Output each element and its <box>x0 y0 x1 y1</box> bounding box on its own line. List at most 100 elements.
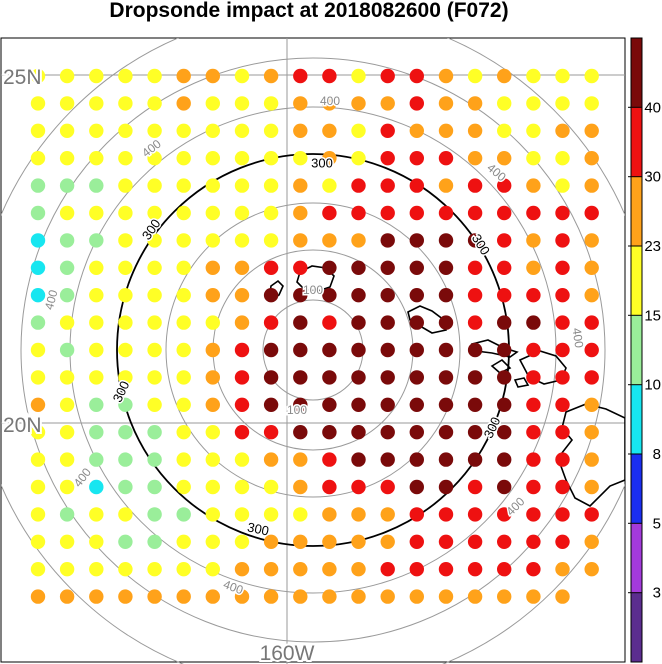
impact-dot <box>584 288 599 303</box>
impact-dot <box>351 151 366 166</box>
impact-dot <box>30 425 46 440</box>
impact-dot <box>526 315 541 330</box>
impact-dot <box>526 479 541 495</box>
impact-dot <box>322 123 337 138</box>
impact-dot <box>555 315 570 330</box>
impact-dot <box>409 342 424 358</box>
colorbar-segment <box>631 454 642 524</box>
impact-dot <box>526 397 541 412</box>
impact-dot <box>351 342 366 358</box>
colorbar: 3 5 8 10 15 23 30 40 <box>628 37 661 663</box>
impact-dot <box>205 151 220 166</box>
impact-dot <box>380 315 395 330</box>
impact-dot <box>263 123 279 138</box>
impact-dot <box>205 123 220 138</box>
impact-dot <box>526 370 541 385</box>
impact-dot <box>293 260 308 275</box>
impact-dot <box>293 589 308 604</box>
impact-dot <box>89 425 104 440</box>
impact-dot <box>351 562 366 577</box>
impact-dot <box>59 68 75 84</box>
impact-dot <box>118 397 133 412</box>
impact-dot <box>380 425 395 440</box>
ring-label: 100 <box>287 403 307 417</box>
island-outline <box>296 265 335 292</box>
impact-dot <box>555 507 570 522</box>
impact-dot <box>147 342 162 358</box>
impact-dot <box>467 96 483 111</box>
impact-dot <box>118 288 133 303</box>
impact-dot <box>467 233 483 248</box>
impact-dot <box>438 151 454 166</box>
impact-dot <box>147 96 162 111</box>
impact-dot <box>293 288 308 303</box>
impact-dot <box>497 342 512 358</box>
impact-dot <box>409 123 424 138</box>
impact-dot <box>89 342 104 358</box>
impact-dot <box>526 452 541 467</box>
impact-dot <box>59 260 75 275</box>
impact-dot <box>293 397 308 412</box>
impact-dot <box>118 151 133 166</box>
ring-label: 400 <box>569 327 586 349</box>
impact-dot <box>293 342 308 358</box>
impact-dot <box>147 452 162 467</box>
impact-dot <box>30 452 46 467</box>
impact-dot <box>118 507 133 522</box>
impact-dot <box>176 315 191 330</box>
impact-dot <box>263 589 279 604</box>
impact-dot <box>89 151 104 166</box>
map-panel: 1001003003003003003003004004004004004004… <box>0 37 626 664</box>
impact-dot <box>89 507 104 522</box>
impact-dot <box>118 589 133 604</box>
impact-dot <box>555 397 570 412</box>
impact-dot <box>59 370 75 385</box>
impact-dot <box>234 534 250 549</box>
impact-dot <box>584 151 599 166</box>
impact-dot <box>234 589 250 604</box>
impact-dot <box>176 425 191 440</box>
impact-dot <box>30 288 46 303</box>
impact-dot <box>234 260 250 275</box>
impact-dot <box>351 534 366 549</box>
impact-dot <box>322 233 337 248</box>
impact-dot <box>409 233 424 248</box>
impact-dot <box>497 479 512 495</box>
range-ring <box>20 57 606 643</box>
impact-dot <box>322 315 337 330</box>
impact-dot <box>30 151 46 166</box>
impact-dot <box>584 370 599 385</box>
coord-label: 160W <box>260 642 315 664</box>
impact-dot <box>234 151 250 166</box>
impact-dot <box>409 178 424 193</box>
impact-dot <box>293 68 308 84</box>
impact-dot <box>234 397 250 412</box>
impact-dot <box>497 452 512 467</box>
impact-dot <box>497 205 512 221</box>
impact-dot <box>351 260 366 275</box>
impact-dot <box>409 507 424 522</box>
impact-dot <box>30 479 46 495</box>
impact-dot <box>234 452 250 467</box>
impact-dot <box>59 534 75 549</box>
impact-dot <box>205 315 220 330</box>
impact-dot <box>234 205 250 221</box>
impact-dot <box>89 452 104 467</box>
island-outline <box>557 403 625 507</box>
impact-dot <box>438 452 454 467</box>
impact-dot <box>234 370 250 385</box>
impact-dot <box>497 534 512 549</box>
impact-dot <box>89 534 104 549</box>
impact-dot <box>467 178 483 193</box>
impact-dot <box>234 425 250 440</box>
impact-dot <box>30 507 46 522</box>
range-ring <box>165 202 461 498</box>
impact-dot <box>118 534 133 549</box>
impact-dot <box>263 315 279 330</box>
impact-dot <box>30 68 46 84</box>
impact-dot <box>584 534 599 549</box>
impact-dot <box>176 589 191 604</box>
impact-dot <box>555 205 570 221</box>
